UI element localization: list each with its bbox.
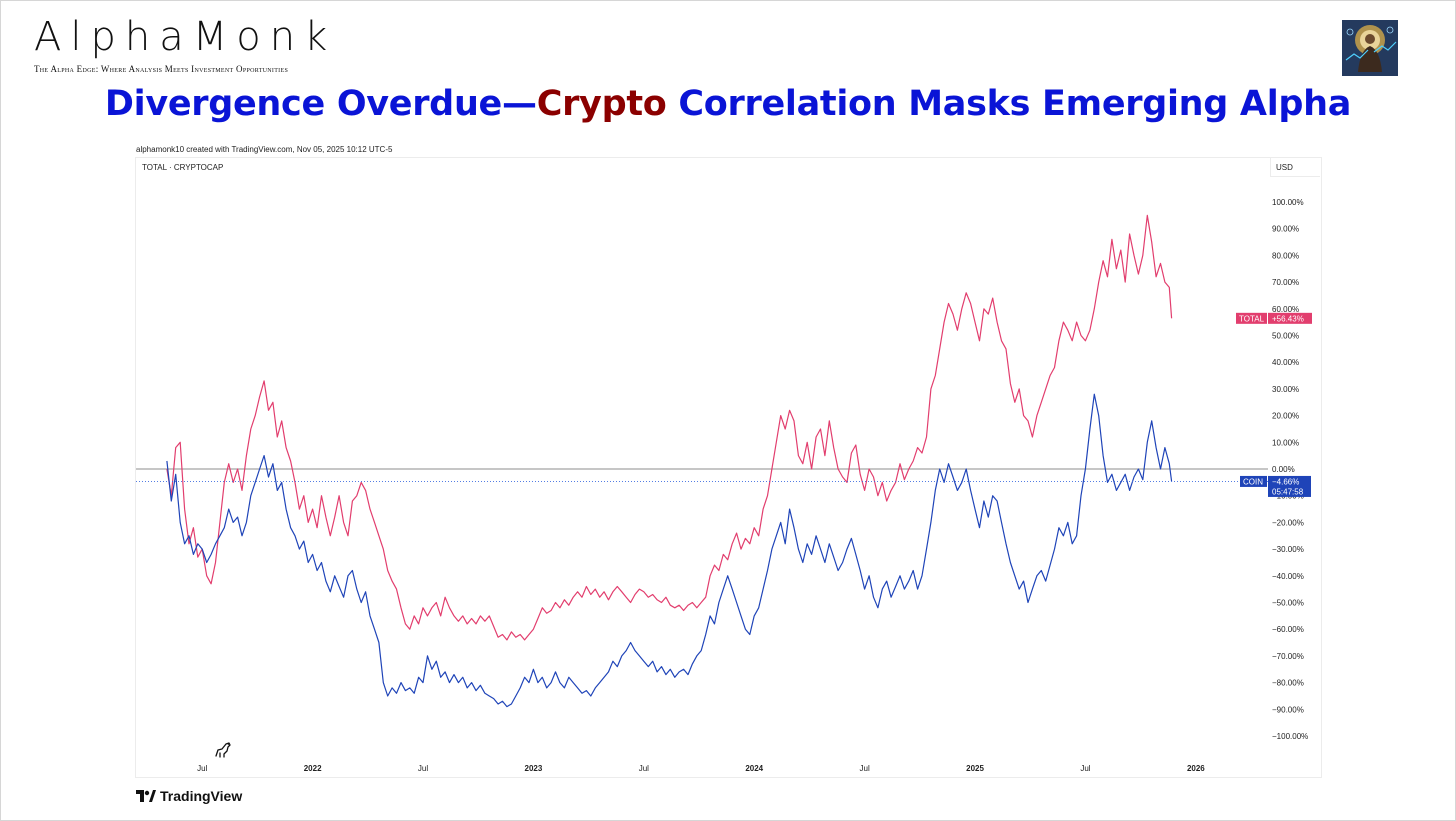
currency-label: USD [1276, 163, 1293, 172]
headline-part2: Correlation Masks Emerging Alpha [666, 84, 1352, 124]
chart-frame [135, 157, 1322, 778]
coin-badge-value-bg [1268, 475, 1311, 497]
y-tick-label: −70.00% [1272, 652, 1304, 661]
dino-icon[interactable] [212, 738, 234, 760]
y-tick-label: 90.00% [1272, 225, 1299, 234]
y-tick-label: −40.00% [1272, 572, 1304, 581]
x-tick-label: 2025 [966, 764, 984, 773]
coin-badge-value: −4.66% [1272, 477, 1299, 486]
x-tick-label: 2024 [745, 764, 763, 773]
y-tick-label: 50.00% [1272, 332, 1299, 341]
x-tick-label: Jul [1080, 764, 1090, 773]
monk-avatar-icon [1342, 20, 1398, 76]
tradingview-wordmark: TradingView [160, 788, 243, 804]
headline-highlight: Crypto [536, 84, 667, 124]
y-tick-label: 60.00% [1272, 305, 1299, 314]
y-tick-label: 40.00% [1272, 358, 1299, 367]
headline-part1: Divergence Overdue— [104, 84, 537, 124]
brand-tagline: The Alpha Edge: Where Analysis Meets Inv… [34, 64, 289, 74]
total-badge-label-bg [1236, 312, 1267, 324]
y-tick-label: 20.00% [1272, 412, 1299, 421]
y-tick-label: 80.00% [1272, 251, 1299, 260]
y-tick-label: −30.00% [1272, 545, 1304, 554]
x-tick-label: Jul [418, 764, 428, 773]
y-tick-label: −100.00% [1272, 732, 1308, 741]
coin-badge-label-bg [1240, 475, 1267, 487]
y-tick-label: 100.00% [1272, 198, 1304, 207]
tradingview-mark-icon [136, 790, 156, 802]
x-tick-label: Jul [860, 764, 870, 773]
headline: Divergence Overdue—Crypto Correlation Ma… [0, 84, 1456, 124]
y-tick-label: 30.00% [1272, 385, 1299, 394]
y-tick-label: 70.00% [1272, 278, 1299, 287]
y-tick-label: 10.00% [1272, 438, 1299, 447]
x-tick-label: 2022 [304, 764, 322, 773]
total-badge-value-bg [1268, 312, 1312, 324]
total-badge-label: TOTAL [1239, 314, 1265, 323]
x-tick-label: 2026 [1187, 764, 1205, 773]
y-tick-label: −50.00% [1272, 599, 1304, 608]
chart-symbol-label[interactable]: TOTAL · CRYPTOCAP [142, 163, 224, 172]
total-badge-value: +56.43% [1272, 314, 1304, 323]
coin-badge-label: COIN [1243, 477, 1263, 486]
series-line-total [166, 214, 1173, 641]
chart-credit: alphamonk10 created with TradingView.com… [136, 145, 393, 154]
y-tick-label: −20.00% [1272, 518, 1304, 527]
currency-selector[interactable] [1270, 158, 1320, 177]
x-tick-label: Jul [639, 764, 649, 773]
series-line-coin [166, 393, 1173, 708]
y-tick-label: −80.00% [1272, 679, 1304, 688]
y-tick-label: 0.00% [1272, 465, 1295, 474]
coin-badge-time: 05:47:58 [1272, 487, 1304, 496]
y-tick-label: −90.00% [1272, 705, 1304, 714]
y-tick-label: −60.00% [1272, 625, 1304, 634]
tradingview-logo[interactable]: TradingView [136, 788, 242, 804]
brand-logo-text: AlphaMonk [34, 14, 337, 60]
x-tick-label: 2023 [525, 764, 543, 773]
x-tick-label: Jul [197, 764, 207, 773]
